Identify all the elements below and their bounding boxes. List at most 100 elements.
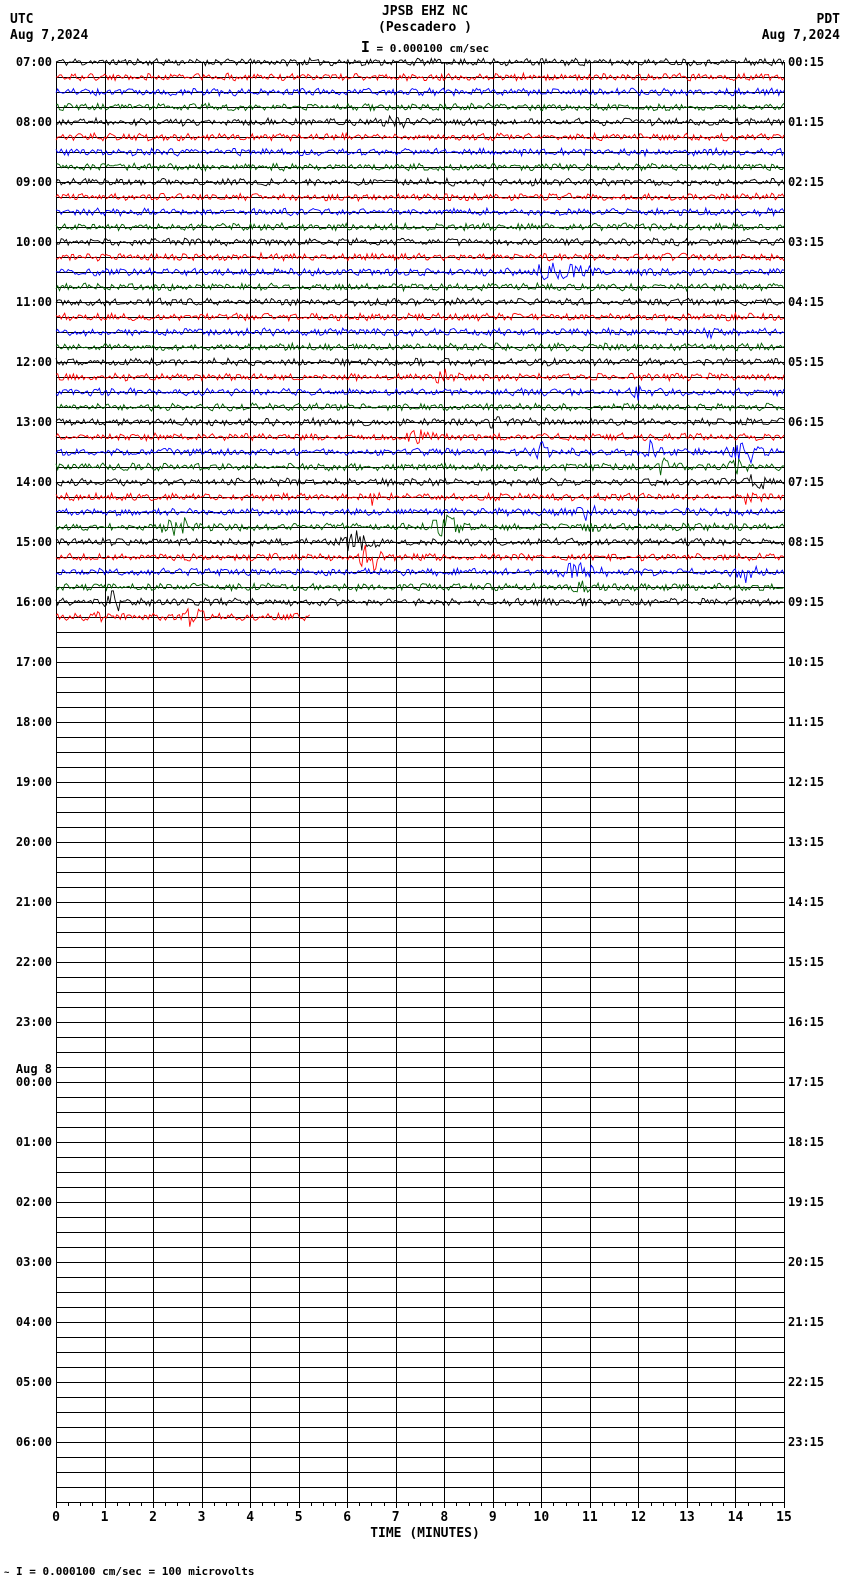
grid-row	[56, 647, 784, 648]
xaxis-minor-tick	[92, 1502, 93, 1506]
xaxis-minor-tick	[311, 1502, 312, 1506]
xaxis-tick	[347, 1502, 348, 1508]
xaxis-minor-tick	[226, 1502, 227, 1506]
xaxis-minor-tick	[420, 1502, 421, 1506]
xaxis-tick	[56, 1502, 57, 1508]
xaxis-minor-tick	[432, 1502, 433, 1506]
xaxis-minor-tick	[177, 1502, 178, 1506]
pdt-hour-label: 05:15	[788, 355, 836, 369]
pdt-hour-label: 15:15	[788, 955, 836, 969]
grid-row	[56, 1442, 784, 1443]
seismic-trace	[56, 597, 784, 637]
utc-hour-label: 22:00	[4, 955, 52, 969]
grid-row	[56, 812, 784, 813]
grid-row	[56, 1067, 784, 1068]
xaxis-tick	[105, 1502, 106, 1508]
footer-scale: ~ I = 0.000100 cm/sec = 100 microvolts	[4, 1565, 254, 1578]
xaxis-minor-tick	[566, 1502, 567, 1506]
grid-row	[56, 1412, 784, 1413]
xaxis-minor-tick	[238, 1502, 239, 1506]
xaxis-minor-tick	[408, 1502, 409, 1506]
grid-row	[56, 962, 784, 963]
xaxis-tick-label: 6	[343, 1510, 351, 1525]
pdt-hour-label: 21:15	[788, 1315, 836, 1329]
xaxis-minor-tick	[675, 1502, 676, 1506]
xaxis-tick-label: 3	[198, 1510, 206, 1525]
xaxis-minor-tick	[371, 1502, 372, 1506]
utc-hour-label: 20:00	[4, 835, 52, 849]
pdt-hour-label: 06:15	[788, 415, 836, 429]
grid-row	[56, 1262, 784, 1263]
xaxis-minor-tick	[772, 1502, 773, 1506]
xaxis-minor-tick	[456, 1502, 457, 1506]
grid-row	[56, 1232, 784, 1233]
grid-row	[56, 1142, 784, 1143]
xaxis-tick-label: 8	[440, 1510, 448, 1525]
grid-row	[56, 1112, 784, 1113]
grid-row	[56, 767, 784, 768]
grid-row	[56, 1037, 784, 1038]
pdt-hour-label: 07:15	[788, 475, 836, 489]
utc-hour-label: 12:00	[4, 355, 52, 369]
grid-row	[56, 902, 784, 903]
pdt-hour-label: 23:15	[788, 1435, 836, 1449]
pdt-hour-label: 08:15	[788, 535, 836, 549]
pdt-hour-label: 03:15	[788, 235, 836, 249]
grid-row	[56, 1277, 784, 1278]
pdt-hour-label: 01:15	[788, 115, 836, 129]
timezone-left: UTC	[10, 12, 33, 27]
utc-hour-label: 21:00	[4, 895, 52, 909]
grid-row	[56, 1082, 784, 1083]
utc-hour-label: 02:00	[4, 1195, 52, 1209]
xaxis-tick-label: 15	[776, 1510, 792, 1525]
pdt-hour-label: 11:15	[788, 715, 836, 729]
grid-row	[56, 947, 784, 948]
xaxis-minor-tick	[384, 1502, 385, 1506]
grid-row	[56, 797, 784, 798]
utc-hour-label: 10:00	[4, 235, 52, 249]
utc-hour-label: 17:00	[4, 655, 52, 669]
utc-hour-label: 23:00	[4, 1015, 52, 1029]
grid-row	[56, 1097, 784, 1098]
grid-row	[56, 1472, 784, 1473]
xaxis-tick-label: 1	[101, 1510, 109, 1525]
grid-row	[56, 1217, 784, 1218]
pdt-hour-label: 00:15	[788, 55, 836, 69]
xaxis-minor-tick	[359, 1502, 360, 1506]
grid-row	[56, 842, 784, 843]
xaxis-minor-tick	[165, 1502, 166, 1506]
grid-row	[56, 1052, 784, 1053]
xaxis-minor-tick	[335, 1502, 336, 1506]
utc-hour-label: 08:00	[4, 115, 52, 129]
xaxis-minor-tick	[614, 1502, 615, 1506]
xaxis-tick-label: 9	[489, 1510, 497, 1525]
grid-row	[56, 887, 784, 888]
xaxis-tick-label: 14	[728, 1510, 744, 1525]
xaxis-minor-tick	[274, 1502, 275, 1506]
pdt-hour-label: 02:15	[788, 175, 836, 189]
pdt-hour-label: 04:15	[788, 295, 836, 309]
station-location: (Pescadero )	[0, 20, 850, 35]
xaxis-minor-tick	[481, 1502, 482, 1506]
utc-hour-label: Aug 800:00	[4, 1063, 52, 1089]
grid-row	[56, 1247, 784, 1248]
grid-row	[56, 1397, 784, 1398]
xaxis-title: TIME (MINUTES)	[0, 1526, 850, 1541]
grid-row	[56, 692, 784, 693]
xaxis-tick	[153, 1502, 154, 1508]
xaxis-tick	[784, 1502, 785, 1508]
pdt-hour-label: 17:15	[788, 1075, 836, 1089]
utc-hour-label: 06:00	[4, 1435, 52, 1449]
grid-row	[56, 707, 784, 708]
xaxis-tick	[444, 1502, 445, 1508]
xaxis-tick-label: 13	[679, 1510, 695, 1525]
grid-row	[56, 1322, 784, 1323]
xaxis-tick	[687, 1502, 688, 1508]
xaxis-tick	[299, 1502, 300, 1508]
utc-hour-label: 14:00	[4, 475, 52, 489]
xaxis-tick-label: 0	[52, 1510, 60, 1525]
pdt-hour-label: 18:15	[788, 1135, 836, 1149]
xaxis-minor-tick	[578, 1502, 579, 1506]
pdt-hour-label: 13:15	[788, 835, 836, 849]
grid-row	[56, 917, 784, 918]
